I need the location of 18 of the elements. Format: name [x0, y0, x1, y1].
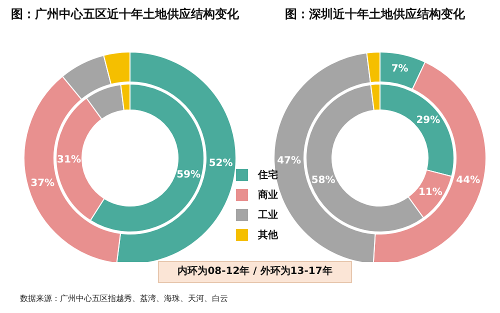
text: 内环为08-12年 / 外环为13-17年 — [158, 261, 352, 283]
data-label: 31% — [57, 154, 81, 166]
legend-label: 工业 — [258, 208, 278, 222]
legend-label: 其他 — [258, 228, 278, 242]
chart-title: 图：深圳近十年土地供应结构变化 — [284, 6, 466, 23]
data-label: 29% — [416, 115, 440, 126]
data-label: 11% — [418, 186, 442, 198]
legend-label: 住宅 — [258, 168, 278, 182]
data-label: 47% — [277, 155, 302, 166]
data-label: 52% — [208, 158, 233, 170]
data-label: 37% — [30, 178, 55, 189]
data-label: 7% — [391, 64, 408, 75]
chart-title: 图：广州中心五区近十年土地供应结构变化 — [10, 6, 240, 23]
data-label: 59% — [176, 170, 201, 181]
legend-label: 商业 — [258, 188, 278, 202]
source-note: 数据来源：广州中心五区指越秀、荔湾、海珠、天河、白云 — [20, 293, 228, 304]
data-label: 44% — [456, 175, 480, 186]
data-label: 58% — [311, 174, 336, 186]
